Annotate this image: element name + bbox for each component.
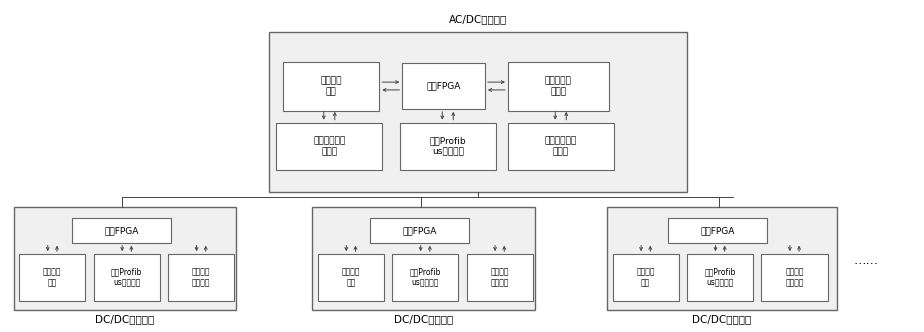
Text: DC/DC控制模块: DC/DC控制模块 (692, 314, 751, 324)
Bar (168, 254, 234, 301)
Bar (14, 208, 236, 310)
Text: 从站采样
单元: 从站采样 单元 (43, 268, 62, 288)
Bar (93, 254, 160, 301)
Bar (761, 254, 828, 301)
Bar (508, 123, 614, 170)
Bar (399, 123, 496, 170)
Bar (269, 32, 687, 192)
Bar (371, 218, 469, 243)
Text: DC/DC控制模块: DC/DC控制模块 (95, 314, 154, 324)
Text: 模拟量输入输
出单元: 模拟量输入输 出单元 (544, 136, 577, 156)
Text: 从站脉冲
分配单元: 从站脉冲 分配单元 (785, 268, 804, 288)
Text: 从站采样
单元: 从站采样 单元 (637, 268, 655, 288)
Text: 主站采样
单元: 主站采样 单元 (321, 76, 342, 96)
Text: 从站采样
单元: 从站采样 单元 (342, 268, 360, 288)
Text: 从站FPGA: 从站FPGA (104, 226, 139, 235)
Text: 数字量输入输
出单元: 数字量输入输 出单元 (313, 136, 346, 156)
Bar (283, 61, 380, 111)
Text: 主站FPGA: 主站FPGA (427, 82, 461, 91)
Text: 从站FPGA: 从站FPGA (403, 226, 437, 235)
Text: 从站Profib
us通讯单元: 从站Profib us通讯单元 (409, 268, 441, 288)
Text: 主站脉冲分
配单元: 主站脉冲分 配单元 (545, 76, 572, 96)
Bar (318, 254, 384, 301)
Text: 从站Profib
us通讯单元: 从站Profib us通讯单元 (111, 268, 142, 288)
Text: AC/DC控制模块: AC/DC控制模块 (449, 14, 507, 24)
Bar (402, 63, 485, 109)
Text: 主站Profib
us通讯单元: 主站Profib us通讯单元 (430, 136, 466, 156)
Text: 从站脉冲
分配单元: 从站脉冲 分配单元 (192, 268, 211, 288)
Bar (607, 208, 837, 310)
Text: 从站Profib
us通讯单元: 从站Profib us通讯单元 (704, 268, 736, 288)
Bar (467, 254, 533, 301)
Bar (19, 254, 85, 301)
Bar (668, 218, 767, 243)
Bar (508, 61, 609, 111)
Text: DC/DC控制模块: DC/DC控制模块 (394, 314, 453, 324)
Bar (392, 254, 458, 301)
Text: 从站脉冲
分配单元: 从站脉冲 分配单元 (491, 268, 509, 288)
Bar (687, 254, 753, 301)
Bar (72, 218, 171, 243)
Text: ……: …… (854, 254, 879, 267)
Bar (312, 208, 535, 310)
Bar (276, 123, 383, 170)
Text: 从站FPGA: 从站FPGA (700, 226, 735, 235)
Bar (613, 254, 679, 301)
